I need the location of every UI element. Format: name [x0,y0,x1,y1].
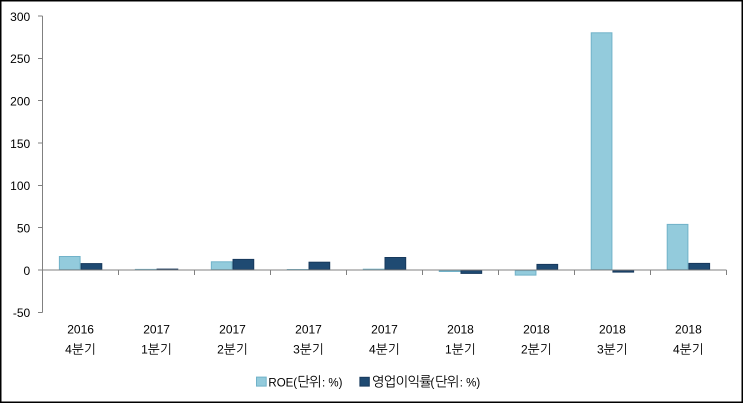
svg-text:(: ( [430,377,434,389]
svg-text:200: 200 [10,95,30,109]
svg-text:4: 4 [369,343,376,357]
svg-text:0: 0 [24,264,31,278]
svg-text:2017: 2017 [219,322,246,336]
svg-text:2: 2 [521,343,528,357]
svg-text:2: 2 [217,343,224,357]
svg-text:1: 1 [445,343,452,357]
svg-text:2016: 2016 [67,322,94,336]
svg-text:4: 4 [673,343,680,357]
svg-text:: %): : %) [460,377,481,389]
svg-text:1: 1 [141,343,148,357]
svg-text:2017: 2017 [295,322,322,336]
svg-text:-50: -50 [13,306,31,320]
svg-text:100: 100 [10,179,30,193]
svg-text:2018: 2018 [523,322,550,336]
svg-text:2017: 2017 [143,322,170,336]
svg-text:3: 3 [293,343,300,357]
svg-text:: %): : %) [322,377,343,389]
svg-text:250: 250 [10,52,30,66]
svg-text:300: 300 [10,10,30,24]
svg-text:2018: 2018 [447,322,474,336]
svg-text:2018: 2018 [675,322,702,336]
svg-text:50: 50 [17,222,31,236]
svg-text:2018: 2018 [599,322,626,336]
svg-text:2017: 2017 [371,322,398,336]
svg-text:4: 4 [65,343,72,357]
svg-text:3: 3 [597,343,604,357]
svg-text:ROE(: ROE( [268,377,297,389]
svg-text:150: 150 [10,137,30,151]
